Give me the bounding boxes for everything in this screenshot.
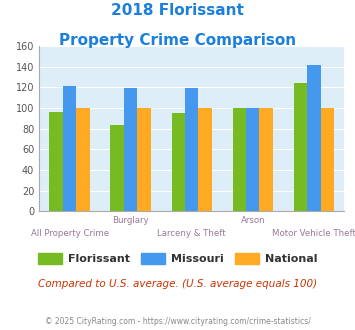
Text: Arson: Arson [240, 216, 265, 225]
Bar [76, 108, 90, 211]
Bar [260, 108, 273, 211]
Text: All Property Crime: All Property Crime [31, 229, 109, 238]
Text: Burglary: Burglary [112, 216, 149, 225]
Bar [110, 124, 124, 211]
Bar [321, 108, 334, 211]
Text: © 2025 CityRating.com - https://www.cityrating.com/crime-statistics/: © 2025 CityRating.com - https://www.city… [45, 317, 310, 326]
Bar [49, 112, 63, 211]
Bar [198, 108, 212, 211]
Text: 2018 Florissant: 2018 Florissant [111, 3, 244, 18]
Bar [137, 108, 151, 211]
Bar [63, 86, 76, 211]
Bar [233, 108, 246, 211]
Text: Motor Vehicle Theft: Motor Vehicle Theft [272, 229, 355, 238]
Bar [246, 108, 260, 211]
Bar [124, 88, 137, 211]
Text: Larceny & Theft: Larceny & Theft [157, 229, 226, 238]
Legend: Florissant, Missouri, National: Florissant, Missouri, National [33, 248, 322, 268]
Bar [185, 88, 198, 211]
Bar [171, 113, 185, 211]
Bar [307, 65, 321, 211]
Bar [294, 83, 307, 211]
Text: Compared to U.S. average. (U.S. average equals 100): Compared to U.S. average. (U.S. average … [38, 279, 317, 289]
Text: Property Crime Comparison: Property Crime Comparison [59, 33, 296, 48]
